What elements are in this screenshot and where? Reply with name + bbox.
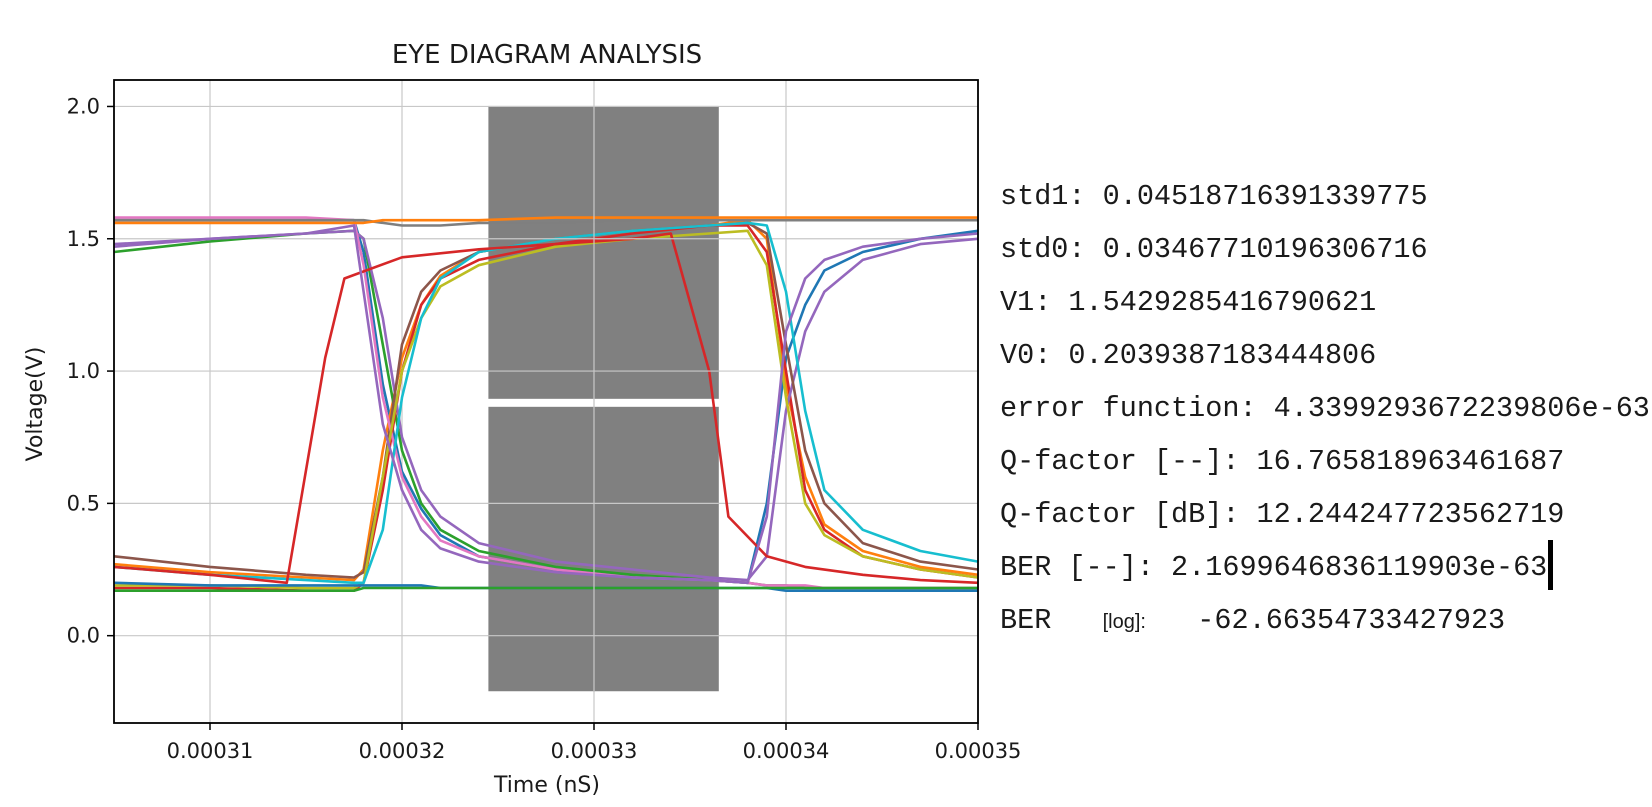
- waveform-trace: [114, 218, 978, 227]
- q-factor-db-readout: Q-factor [dB]: 12.244247723562719: [1000, 498, 1565, 531]
- y-tick-label: 0.0: [67, 624, 100, 648]
- y-tick-label: 1.0: [67, 359, 100, 383]
- waveform-trace: [113, 224, 979, 585]
- y-axis-title: Voltage(V): [23, 347, 48, 462]
- ber-log-unit: [log]:: [1102, 611, 1146, 633]
- x-axis-title: Time (nS): [493, 773, 600, 798]
- mask-upper-block: [488, 106, 719, 399]
- grid-overlay: [488, 105, 719, 692]
- x-tick-label: 0.00035: [935, 739, 1022, 763]
- std0-readout: std0: 0.03467710196306716: [1000, 233, 1428, 266]
- waveform-trace: [114, 216, 978, 225]
- v1-readout: V1: 1.5429285416790621: [1000, 286, 1377, 319]
- waveform-trace: [114, 586, 978, 593]
- y-tick-label: 2.0: [67, 94, 100, 118]
- ber-linear-row: BER [--]: 2.1699646836119903e-63: [1000, 540, 1650, 594]
- eye-statistics-panel: std1: 0.04518716391339775 std0: 0.034677…: [1000, 170, 1650, 647]
- axis-ticks: 0.00031 0.00032 0.00033 0.00034 0.00035 0.0 0.…: [67, 94, 1022, 763]
- x-tick-label: 0.00033: [551, 739, 638, 763]
- ber-log-row: BER [log]: -62.66354733427923: [1000, 594, 1650, 647]
- y-tick-label: 1.5: [67, 227, 100, 251]
- error-function-readout: error function: 4.339929367223980​6e-63: [1000, 392, 1650, 425]
- eye-mask: [488, 106, 719, 692]
- ber-linear-readout: BER [--]: 2.1699646836119903e-63: [1000, 551, 1548, 584]
- chart-title: EYE DIAGRAM ANALYSIS: [392, 40, 702, 70]
- plot-frame: [113, 79, 979, 724]
- x-tick-label: 0.00031: [167, 739, 254, 763]
- x-tick-label: 0.00032: [359, 739, 446, 763]
- ber-log-readout: -62.66354733427923: [1197, 604, 1506, 637]
- text-cursor: [1548, 540, 1554, 591]
- x-tick-label: 0.00034: [743, 739, 830, 763]
- std1-readout: std1: 0.04518716391339775: [1000, 180, 1428, 213]
- mask-lower-block: [488, 406, 719, 692]
- y-tick-label: 0.5: [67, 491, 100, 515]
- q-factor-linear-readout: Q-factor [--]: 16.765818963461687: [1000, 445, 1565, 478]
- ber-log-label: BER: [1000, 604, 1052, 637]
- v0-readout: V0: 0.2039387183444806: [1000, 339, 1377, 372]
